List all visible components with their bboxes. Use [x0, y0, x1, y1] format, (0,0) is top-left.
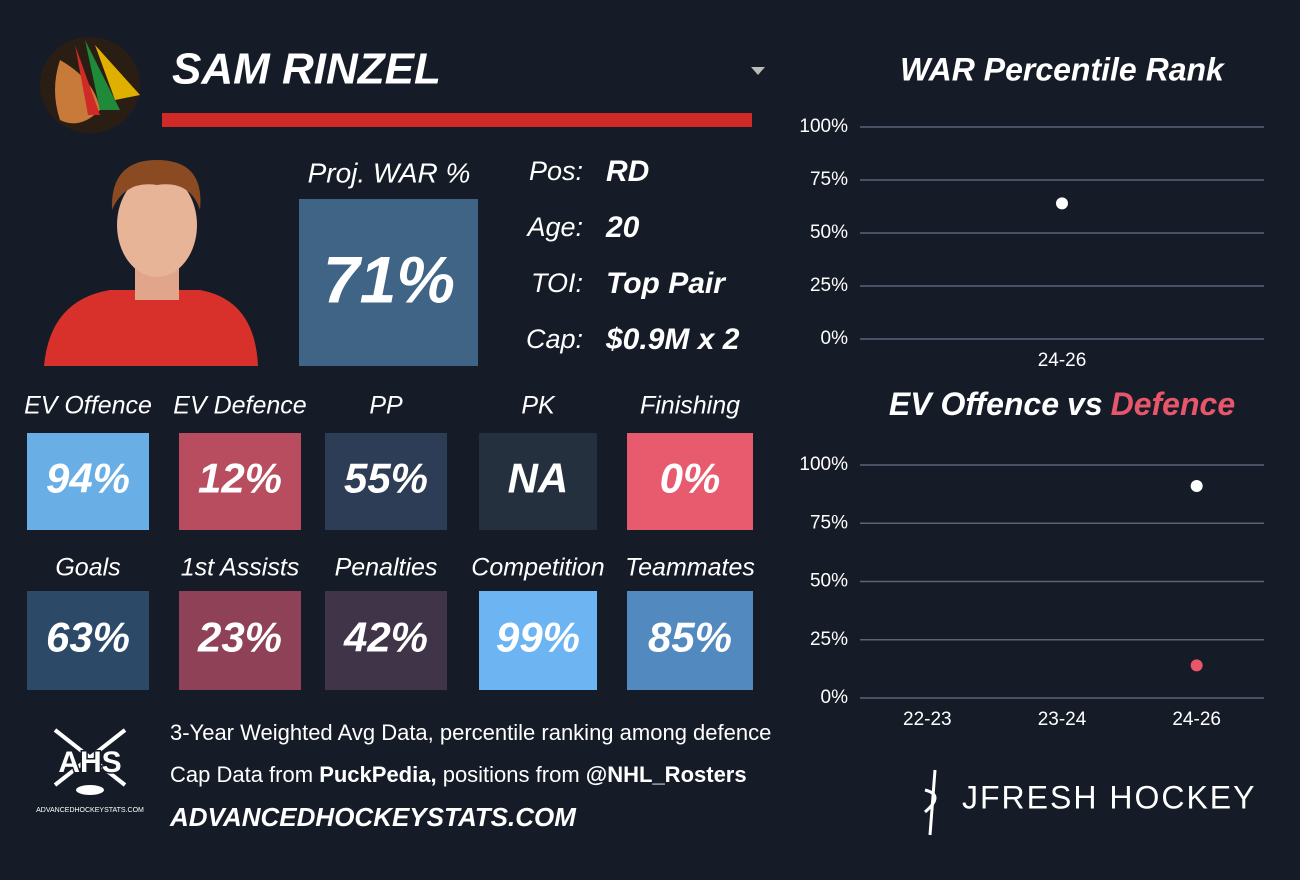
- tile-value: 85%: [648, 614, 732, 661]
- point: [1190, 659, 1203, 672]
- y-tick-label: 100%: [799, 454, 848, 475]
- summary-box: [299, 199, 478, 366]
- info-value: RD: [606, 155, 649, 188]
- tile-label: PP: [369, 392, 403, 420]
- tile-value: 55%: [344, 455, 428, 502]
- tile: [179, 591, 301, 690]
- ahs-logo-text: AHS: [58, 746, 121, 779]
- team-logo: [40, 37, 140, 133]
- brand: JFRESH HOCKEY: [962, 779, 1256, 815]
- tile-value: 42%: [343, 614, 428, 661]
- x-tick-label: 23-24: [1038, 709, 1087, 730]
- chart-title: WAR Percentile Rank: [900, 51, 1226, 87]
- y-tick-label: 50%: [810, 222, 848, 243]
- credit-link: @NHL_Rosters: [586, 762, 747, 787]
- info-label: Age:: [525, 212, 583, 242]
- footer-site: ADVANCEDHOCKEYSTATS.COM: [169, 802, 577, 832]
- tile: [179, 433, 301, 530]
- tile-value: 63%: [46, 614, 130, 661]
- info: Pos: RD Age: 20 TOI: Top Pair Cap: $0.9M x 2: [525, 155, 739, 356]
- summary-value: 71%: [323, 242, 455, 316]
- credit-text: Cap Data from: [170, 762, 313, 787]
- footer-credits: Cap Data from PuckPedia, positions from …: [170, 762, 747, 787]
- charts: WAR Percentile Rank 0% 25% 50% 75% 100% 24-26 E…: [799, 51, 1264, 730]
- info-value: 20: [605, 211, 640, 244]
- y-tick-label: 50%: [810, 571, 848, 592]
- tile: [27, 433, 149, 530]
- tile-label: EV Defence: [173, 392, 306, 420]
- point: [1056, 197, 1068, 210]
- info-label: TOI:: [531, 268, 583, 298]
- ahs-logo-caption: ADVANCEDHOCKEYSTATS.COM: [36, 807, 144, 814]
- dropdown-arrow[interactable]: [751, 67, 765, 75]
- summary-label: Proj. WAR %: [308, 157, 471, 188]
- x-tick-label: 22-23: [903, 709, 952, 730]
- x-tick-label: 24-26: [1038, 350, 1087, 371]
- y-tick-label: 0%: [821, 328, 849, 349]
- name-underline: [162, 113, 752, 127]
- point: [1190, 479, 1203, 492]
- tile-label: PK: [521, 392, 556, 420]
- title-joiner: vs: [1067, 386, 1103, 422]
- tile-value: 12%: [198, 455, 282, 502]
- tile-value: 0%: [660, 455, 721, 502]
- y-tick-label: 0%: [821, 687, 849, 708]
- info-label: Pos:: [529, 156, 583, 186]
- y-tick-label: 25%: [810, 629, 848, 650]
- tile: [325, 433, 447, 530]
- tile-label: Goals: [55, 554, 120, 582]
- y-tick-label: 100%: [799, 116, 848, 137]
- tile-label: Penalties: [335, 554, 438, 582]
- chart-title: EV Offence vs Defence: [889, 386, 1235, 422]
- x-tick-label: 24-26: [1172, 709, 1221, 730]
- player-name: SAM RINZEL: [172, 45, 441, 94]
- credit-link: PuckPedia,: [319, 762, 436, 787]
- credit-text: positions from: [443, 762, 580, 787]
- y-tick-label: 75%: [810, 169, 848, 190]
- tiles: EV Offence 94% EV Defence 12% PP 55% PK NA Finis…: [24, 392, 755, 690]
- tile-value: 99%: [496, 614, 580, 661]
- info-value: Top Pair: [606, 267, 727, 300]
- tile: [479, 591, 597, 690]
- info-value: $0.9M x 2: [605, 323, 740, 356]
- tile: [479, 433, 597, 530]
- title-series: Defence: [1111, 386, 1236, 422]
- tile-label: Finishing: [640, 392, 740, 420]
- tile: [627, 433, 753, 530]
- info-label: Cap:: [526, 324, 583, 354]
- footer-note: 3-Year Weighted Avg Data, percentile ran…: [170, 720, 771, 745]
- tile-label: Teammates: [625, 554, 755, 582]
- tile: [325, 591, 447, 690]
- tile-label: Competition: [471, 554, 604, 582]
- tile-label: EV Offence: [24, 392, 152, 420]
- tile: [27, 591, 149, 690]
- y-tick-label: 25%: [810, 275, 848, 296]
- headshot: [44, 160, 258, 366]
- tile-label: 1st Assists: [181, 554, 300, 582]
- ahs-logo: [53, 728, 127, 795]
- tile-value: 23%: [197, 614, 282, 661]
- tile: [627, 591, 753, 690]
- title-series: EV Offence: [889, 386, 1059, 422]
- y-tick-label: 75%: [810, 512, 848, 533]
- jfresh-logo: [924, 769, 937, 836]
- tile-value: NA: [508, 455, 569, 502]
- tile-value: 94%: [46, 455, 130, 502]
